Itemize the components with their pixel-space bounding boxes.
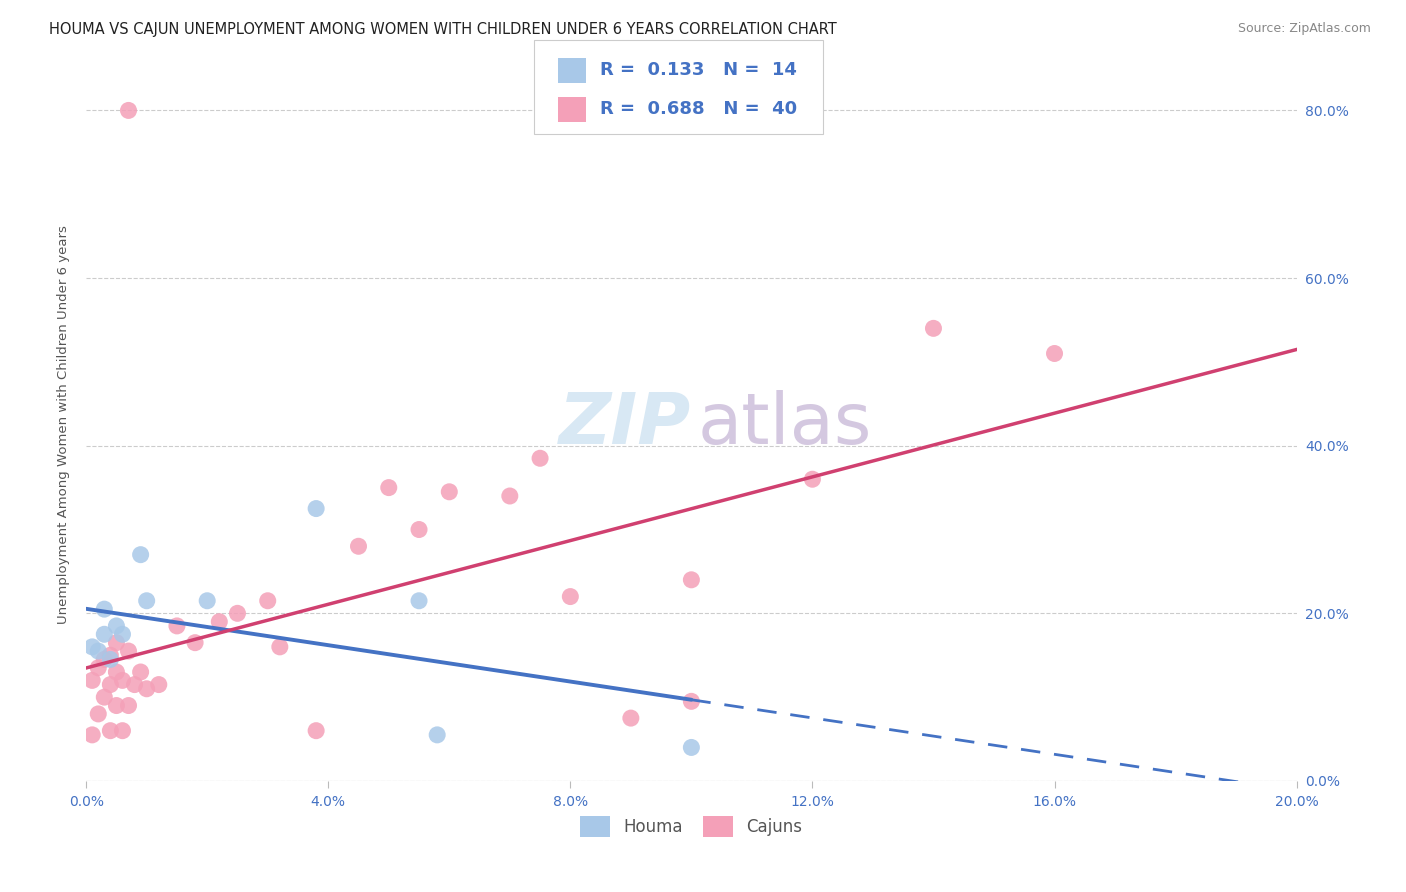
Legend: Houma, Cajuns: Houma, Cajuns (574, 809, 808, 844)
Text: ZIP: ZIP (560, 390, 692, 459)
Point (93, 652, 115, 666)
Point (256, 593, 278, 607)
Point (439, 484, 461, 499)
Point (105, 698, 128, 713)
Point (922, 321, 945, 335)
Point (87, 706, 110, 721)
Y-axis label: Unemployment Among Women with Children Under 6 years: Unemployment Among Women with Children U… (58, 226, 70, 624)
Point (208, 615, 231, 629)
Point (681, 694, 703, 708)
Point (408, 593, 430, 607)
Point (98, 677, 121, 691)
Point (82, 728, 104, 742)
Text: atlas: atlas (697, 390, 872, 459)
Point (98, 648, 121, 663)
Point (117, 698, 139, 713)
Point (93, 627, 115, 641)
Point (111, 723, 134, 738)
Point (166, 619, 188, 633)
Point (305, 723, 328, 738)
Point (620, 711, 643, 725)
Point (124, 677, 146, 691)
Text: HOUMA VS CAJUN UNEMPLOYMENT AMONG WOMEN WITH CHILDREN UNDER 6 YEARS CORRELATION : HOUMA VS CAJUN UNEMPLOYMENT AMONG WOMEN … (49, 22, 837, 37)
Point (117, 644, 139, 658)
Point (681, 573, 703, 587)
Point (87, 644, 110, 658)
Point (105, 635, 128, 649)
Text: Source: ZipAtlas.com: Source: ZipAtlas.com (1237, 22, 1371, 36)
Point (426, 728, 449, 742)
Point (82, 640, 104, 654)
Point (269, 640, 291, 654)
Point (408, 523, 430, 537)
Point (82, 673, 104, 688)
Point (87, 661, 110, 675)
Point (148, 677, 170, 691)
Point (105, 619, 128, 633)
Point (98, 652, 121, 666)
Point (117, 103, 139, 118)
Point (111, 673, 134, 688)
Point (184, 635, 207, 649)
Point (111, 627, 134, 641)
Text: R =  0.133   N =  14: R = 0.133 N = 14 (600, 62, 797, 79)
Point (105, 665, 128, 679)
Point (1043, 346, 1066, 360)
Point (195, 593, 218, 607)
Point (135, 593, 157, 607)
Point (135, 681, 157, 696)
Point (499, 489, 522, 503)
Point (529, 451, 551, 466)
Point (93, 602, 115, 616)
Point (801, 472, 824, 486)
Point (305, 501, 328, 516)
Point (129, 548, 152, 562)
Point (226, 607, 249, 621)
Point (98, 723, 121, 738)
Point (378, 481, 401, 495)
Point (129, 665, 152, 679)
Point (560, 590, 582, 604)
Point (681, 740, 703, 755)
Point (93, 690, 115, 705)
Text: R =  0.688   N =  40: R = 0.688 N = 40 (600, 100, 797, 118)
Point (347, 539, 370, 553)
